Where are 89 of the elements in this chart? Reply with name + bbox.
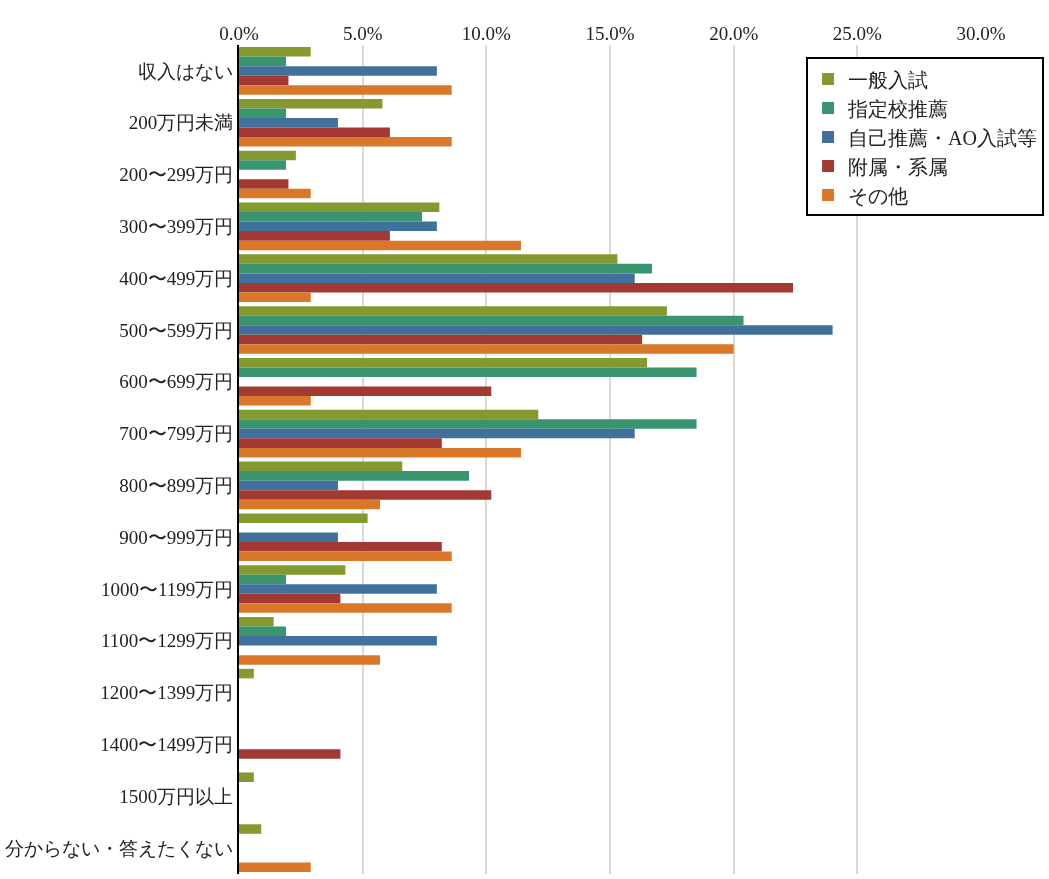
x-tick-label: 5.0% — [342, 23, 383, 45]
legend-label: その他 — [848, 184, 909, 207]
bar — [239, 254, 618, 264]
bar — [239, 513, 368, 523]
bar — [239, 150, 296, 161]
x-tick-label: 15.0% — [585, 23, 635, 45]
x-tick-label: 30.0% — [956, 23, 1006, 45]
y-tick-label: 1000〜1199万円 — [100, 578, 234, 600]
legend-label: 自己推薦・AO入試等 — [848, 126, 1037, 149]
bar — [239, 655, 380, 665]
bar — [239, 202, 440, 213]
bar — [239, 334, 643, 345]
bar — [239, 626, 286, 637]
bar — [239, 551, 452, 562]
y-tick-label: 500〜599万円 — [119, 319, 234, 341]
bar — [239, 772, 254, 782]
y-tick-label: 600〜699万円 — [119, 371, 234, 393]
bar — [239, 108, 286, 118]
bar — [239, 117, 338, 128]
bar — [239, 396, 311, 406]
bar — [239, 617, 274, 627]
bar — [239, 160, 286, 170]
bar — [239, 428, 635, 439]
bar — [239, 480, 338, 491]
y-tick-label: 800〜899万円 — [119, 475, 234, 497]
legend-label: 一般入試 — [848, 68, 929, 91]
legend-label: 指定校推薦 — [847, 97, 949, 120]
y-tick-label: 1200〜1399万円 — [100, 682, 234, 704]
bar — [239, 541, 442, 552]
bar — [239, 668, 254, 679]
bar — [239, 532, 338, 542]
bar — [239, 188, 311, 199]
bar — [239, 499, 380, 510]
y-tick-label: 900〜999万円 — [119, 526, 234, 548]
bar — [239, 179, 289, 189]
y-tick-label: 1100〜1299万円 — [100, 630, 234, 652]
y-tick-label: 1400〜1499万円 — [100, 734, 234, 756]
bar — [239, 127, 390, 138]
y-tick-label: 400〜499万円 — [119, 267, 234, 289]
bar — [239, 574, 286, 585]
x-tick-label: 20.0% — [709, 23, 759, 45]
bar — [239, 419, 697, 429]
bar — [239, 471, 470, 481]
bar — [239, 438, 442, 448]
bar — [239, 315, 744, 326]
bar — [239, 409, 539, 420]
bar — [239, 137, 452, 147]
bar — [239, 231, 390, 241]
bar — [239, 292, 311, 302]
bar — [239, 584, 437, 594]
bar — [239, 461, 403, 472]
bar — [239, 325, 833, 335]
bar — [239, 862, 311, 872]
y-tick-label: 収入はない — [138, 60, 234, 82]
bar — [239, 344, 734, 354]
y-tick-label: 分からない・答えたくない — [5, 837, 234, 859]
bar — [239, 98, 383, 109]
bar — [239, 282, 794, 293]
bar — [239, 47, 311, 57]
bar — [239, 367, 697, 378]
bar — [239, 386, 492, 397]
bar — [239, 56, 286, 67]
bar — [239, 603, 452, 613]
bar — [239, 66, 437, 76]
y-tick-label: 700〜799万円 — [119, 423, 234, 445]
bar — [239, 824, 262, 834]
bar — [239, 263, 653, 274]
bar — [239, 212, 423, 222]
bar — [239, 565, 346, 575]
bar — [239, 447, 521, 458]
bar — [239, 749, 341, 759]
bar — [239, 240, 521, 251]
bar — [239, 593, 341, 604]
y-tick-label: 200万円未満 — [128, 112, 234, 134]
bar — [239, 221, 437, 232]
x-tick-label: 0.0% — [219, 23, 259, 45]
bar — [239, 490, 492, 500]
y-tick-label: 300〜399万円 — [119, 215, 234, 237]
bar — [239, 75, 289, 86]
x-tick-label: 25.0% — [832, 23, 883, 45]
bar — [239, 357, 648, 368]
bar — [239, 306, 667, 316]
y-tick-label: 1500万円以上 — [119, 785, 234, 807]
bar — [239, 273, 635, 283]
x-tick-label: 10.0% — [461, 23, 512, 45]
y-tick-label: 200〜299万円 — [119, 164, 234, 186]
bar — [239, 85, 452, 95]
bar — [239, 636, 437, 646]
legend-label: 附属・系属 — [848, 155, 949, 178]
